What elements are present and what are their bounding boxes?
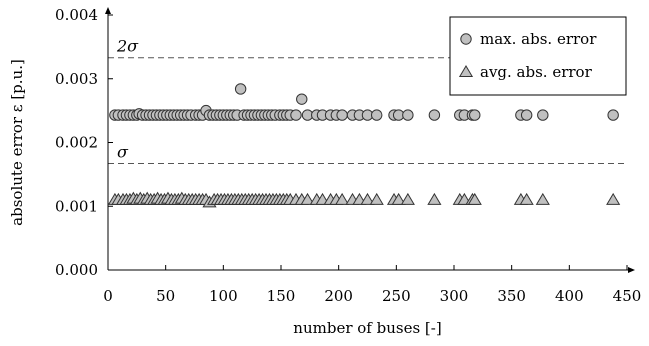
data-point	[400, 192, 415, 205]
data-point	[296, 93, 308, 105]
data-point	[336, 109, 348, 121]
reference-line-label: 2σ	[116, 37, 139, 56]
data-point	[427, 192, 442, 205]
legend-marker-triangle	[458, 65, 474, 77]
y-tick-label: 0.003	[55, 70, 98, 88]
data-point	[607, 109, 619, 121]
axes	[105, 7, 635, 273]
data-point	[428, 109, 441, 121]
y-tick-label: 0.004	[55, 6, 98, 24]
y-tick-label: 0.002	[55, 134, 98, 152]
data-point	[335, 192, 350, 205]
legend-label: max. abs. error	[480, 30, 597, 48]
data-point	[360, 192, 375, 205]
y-tick-label: 0.001	[55, 197, 98, 215]
data-point	[467, 192, 482, 205]
series-avg-abs-error	[107, 191, 621, 208]
x-axis-label: number of buses [-]	[293, 319, 441, 337]
y-axis-label: absolute error ε [p.u.]	[8, 59, 26, 226]
x-tick-label: 250	[382, 287, 411, 305]
data-point	[535, 192, 550, 205]
data-point	[234, 83, 247, 95]
reference-line-labels: 2σ σ	[116, 37, 139, 162]
data-point	[606, 192, 621, 205]
y-axis-arrow	[105, 7, 111, 14]
data-point	[300, 192, 315, 205]
data-point	[537, 109, 549, 121]
legend-label: avg. abs. error	[480, 63, 593, 81]
x-axis-arrow	[628, 267, 635, 273]
x-tick-label: 200	[324, 287, 353, 305]
data-point	[371, 109, 383, 121]
data-point	[520, 109, 533, 121]
x-tick-label: 300	[440, 287, 469, 305]
data-point	[469, 109, 481, 121]
x-tick-label: 0	[103, 287, 113, 305]
x-tick-label: 450	[613, 287, 642, 305]
y-tick-label: 0.000	[55, 261, 98, 279]
series-layer	[107, 83, 621, 208]
x-tick-label: 150	[267, 287, 296, 305]
data-point	[369, 192, 384, 205]
data-point	[519, 192, 534, 205]
legend-marker-circle	[460, 33, 472, 45]
data-point	[391, 192, 406, 205]
axis-ticks: 0 50 100 150 200 250 300 350 400 450 0.000 0.001 0.0…	[55, 6, 641, 305]
legend-box	[449, 16, 627, 96]
series-max-abs-error	[109, 83, 619, 121]
x-tick-label: 50	[156, 287, 175, 305]
data-point	[290, 109, 302, 121]
data-point	[402, 109, 414, 121]
x-tick-label: 350	[497, 287, 526, 305]
x-tick-label: 400	[555, 287, 584, 305]
reference-line-label: σ	[117, 143, 129, 162]
legend: max. abs. error avg. abs. error	[449, 16, 627, 96]
x-tick-label: 100	[209, 287, 238, 305]
